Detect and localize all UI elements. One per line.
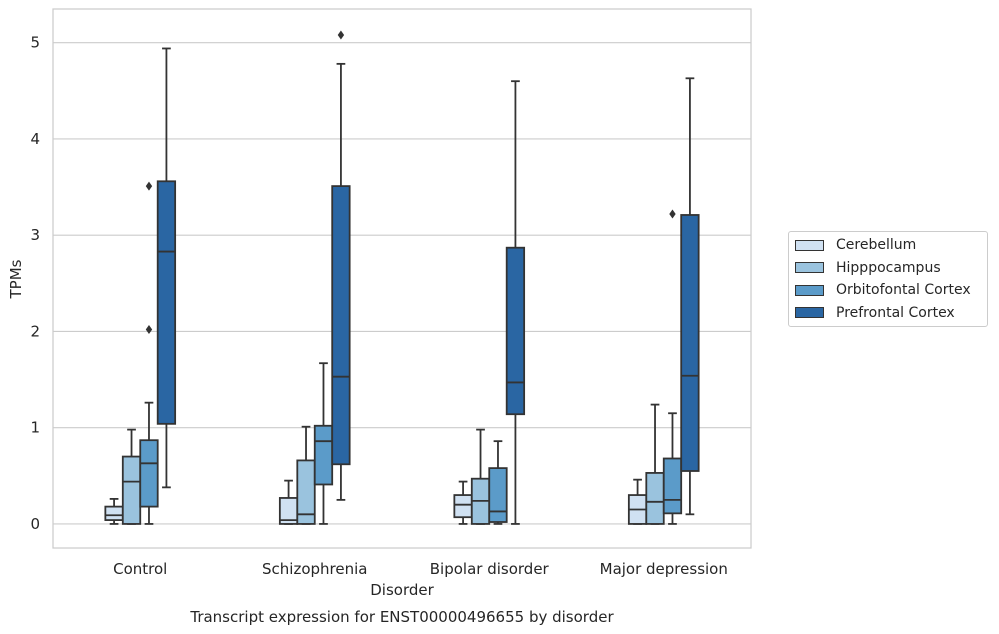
y-tick-label: 5 (30, 34, 40, 52)
y-axis-label: TPMs (7, 259, 25, 299)
y-tick-label: 1 (30, 419, 40, 437)
box (662, 457, 683, 515)
x-tick-label: Bipolar disorder (430, 560, 550, 578)
legend-label: Cerebellum (836, 237, 917, 253)
y-tick-label: 2 (30, 322, 40, 340)
box (331, 185, 351, 466)
box (104, 505, 124, 521)
legend-swatch (795, 262, 824, 273)
x-tick-label: Major depression (600, 560, 728, 578)
legend-swatch (795, 284, 824, 296)
box (296, 459, 316, 525)
legend-label: Prefrontal Cortex (836, 304, 955, 321)
x-tick-label: Schizophrenia (262, 560, 367, 578)
legend: Cerebellum Hipppocampus Orbitofontal Corte… (788, 231, 988, 327)
box (453, 494, 473, 519)
legend-item: Orbitofontal Cortex (795, 280, 971, 300)
box-group (156, 47, 177, 489)
outlier-point (337, 30, 345, 40)
legend-item: Prefrontal Cortex (795, 303, 955, 323)
box (645, 472, 665, 525)
box-group (278, 479, 299, 525)
chart-caption: Transcript expression for ENST0000049665… (189, 608, 614, 626)
box-group (296, 425, 316, 525)
legend-item: Cerebellum (795, 235, 916, 255)
box-group (121, 428, 142, 525)
legend-swatch (795, 239, 824, 251)
y-tick-label: 0 (30, 515, 40, 533)
box (505, 246, 526, 416)
box (121, 455, 142, 525)
box-group (313, 362, 334, 525)
x-tick-label: Control (113, 560, 167, 578)
y-tick-label: 4 (30, 130, 40, 148)
box-group (627, 478, 648, 525)
plot-frame (52, 8, 752, 549)
box-group (488, 440, 508, 525)
x-axis-label: Disorder (370, 581, 434, 599)
box (156, 180, 177, 425)
box (313, 424, 334, 486)
box-group (645, 403, 665, 525)
box-group (505, 80, 526, 525)
box (139, 439, 159, 508)
y-tick-label: 3 (30, 226, 40, 244)
box-group (139, 181, 159, 525)
box (680, 214, 700, 472)
legend-swatch (795, 307, 824, 318)
legend-label: Hipppocampus (836, 259, 941, 276)
box-group (662, 209, 683, 525)
box-group (331, 30, 351, 501)
x-tick-labels: Control Schizophrenia Bipolar disorder Majo… (113, 560, 728, 578)
boxes-layer (104, 30, 700, 525)
outlier-point (145, 181, 153, 191)
box (488, 467, 508, 523)
legend-label: Orbitofontal Cortex (836, 282, 971, 298)
outlier-point (145, 325, 153, 335)
box-group (104, 498, 124, 525)
legend-item: Hipppocampus (795, 258, 941, 278)
outlier-point (669, 209, 676, 219)
y-tick-labels: 0 1 2 3 4 5 (30, 34, 40, 533)
box-group (680, 77, 700, 516)
